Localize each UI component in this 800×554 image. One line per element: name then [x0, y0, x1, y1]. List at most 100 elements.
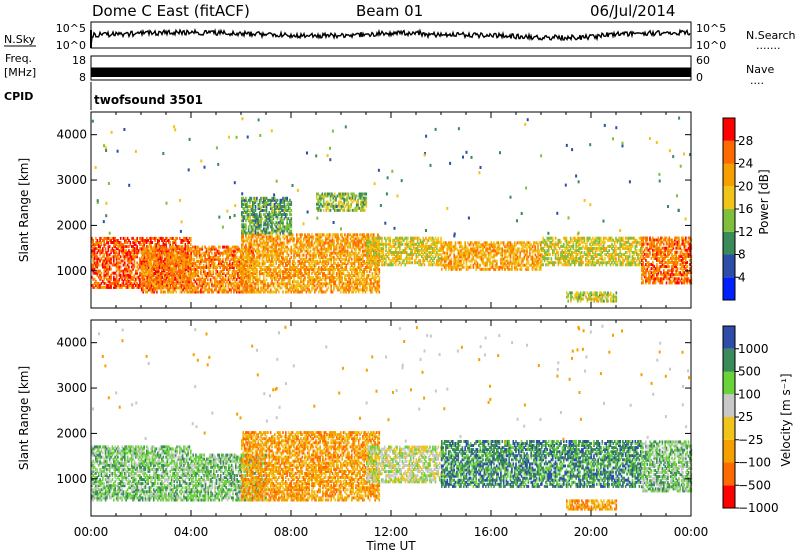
heatmap-cell	[227, 282, 230, 286]
heatmap-cell	[176, 251, 179, 255]
heatmap-cell	[190, 269, 192, 273]
heatmap-cell	[268, 268, 271, 271]
heatmap-cell	[93, 247, 96, 251]
heatmap-cell	[276, 288, 279, 292]
heatmap-cell	[174, 275, 177, 279]
heatmap-cell	[345, 255, 348, 259]
heatmap-cell	[300, 268, 302, 271]
heatmap-cell	[251, 284, 253, 288]
heatmap-cell	[218, 251, 220, 255]
heatmap-cell	[205, 259, 208, 263]
heatmap-cell	[490, 265, 493, 269]
heatmap-cell	[161, 253, 164, 257]
heatmap-cell	[493, 259, 495, 263]
heatmap-cell	[179, 253, 182, 257]
heatmap-cell	[483, 241, 486, 245]
heatmap-cell	[135, 243, 137, 247]
heatmap-cell	[291, 233, 294, 237]
heatmap-cell	[165, 257, 168, 261]
heatmap-cell	[312, 237, 315, 241]
heatmap-cell	[191, 276, 194, 280]
heatmap-cell	[147, 284, 150, 288]
heatmap-cell	[107, 247, 110, 251]
heatmap-cell	[119, 273, 122, 277]
heatmap-cell	[278, 257, 280, 261]
heatmap-cell	[272, 239, 275, 243]
heatmap-cell	[158, 243, 160, 247]
heatmap-cell	[187, 255, 189, 259]
heatmap-cell	[269, 276, 272, 280]
heatmap-cell	[276, 280, 279, 284]
heatmap-cell	[125, 251, 127, 255]
heatmap-cell	[174, 245, 177, 249]
heatmap-cell	[315, 233, 317, 237]
heatmap-cell	[293, 270, 295, 274]
heatmap-cell	[113, 279, 115, 283]
heatmap-cell	[166, 236, 169, 240]
heatmap-cell	[287, 278, 290, 282]
heatmap-cell	[208, 286, 210, 290]
heatmap-cell	[360, 253, 363, 257]
heatmap-cell	[237, 257, 239, 261]
heatmap-cell	[147, 255, 150, 259]
heatmap-cell	[136, 245, 138, 249]
heatmap-cell	[141, 257, 143, 261]
heatmap-cell	[307, 288, 309, 292]
heatmap-cell	[130, 265, 133, 269]
heatmap-cell	[250, 233, 253, 237]
heatmap-cell	[296, 245, 298, 249]
heatmap-cell	[191, 245, 194, 249]
heatmap-cell	[305, 259, 308, 263]
heatmap-cell	[107, 277, 110, 281]
heatmap-cell	[272, 249, 275, 253]
heatmap-cell	[340, 259, 342, 263]
heatmap-cell	[202, 263, 205, 267]
heatmap-cell	[263, 253, 265, 257]
heatmap-cell	[302, 274, 305, 278]
heatmap-cell	[216, 251, 219, 255]
heatmap-cell	[318, 266, 320, 269]
heatmap-cell	[298, 253, 301, 257]
heatmap-cell	[165, 261, 168, 265]
heatmap-cell	[125, 275, 127, 279]
heatmap-cell	[161, 251, 163, 255]
heatmap-cell	[130, 261, 133, 265]
heatmap-cell	[326, 288, 328, 292]
heatmap-cell	[268, 235, 271, 239]
heatmap-cell	[227, 284, 230, 288]
heatmap-cell	[224, 251, 227, 255]
heatmap-cell	[253, 270, 255, 274]
heatmap-cell	[289, 272, 291, 276]
heatmap-cell	[385, 238, 387, 242]
heatmap-cell	[145, 290, 147, 294]
heatmap-cell	[247, 233, 250, 237]
heatmap-cell	[149, 257, 151, 261]
heatmap-cell	[115, 273, 118, 277]
heatmap-cell	[238, 280, 241, 284]
heatmap-cell	[124, 251, 126, 255]
heatmap-cell	[132, 263, 134, 267]
heatmap-cell	[241, 263, 243, 267]
heatmap-cell	[271, 237, 273, 241]
heatmap-cell	[283, 276, 286, 280]
heatmap-cell	[300, 270, 302, 274]
heatmap-cell	[388, 263, 390, 267]
heatmap-cell	[175, 257, 177, 261]
heatmap-cell	[133, 251, 136, 255]
heatmap-cell	[430, 257, 433, 261]
heatmap-cell	[233, 259, 235, 263]
heatmap-cell	[153, 247, 155, 251]
heatmap-cell	[285, 272, 287, 276]
heatmap-cell	[291, 282, 294, 286]
heatmap-cell	[212, 261, 215, 265]
heatmap-cell	[247, 241, 250, 245]
heatmap-cell	[147, 282, 150, 286]
heatmap-cell	[240, 251, 242, 255]
heatmap-cell	[311, 235, 313, 239]
heatmap-cell	[133, 275, 136, 279]
heatmap-cell	[126, 275, 129, 279]
heatmap-cell	[315, 259, 317, 263]
heatmap-cell	[114, 277, 116, 281]
heatmap-cell	[467, 241, 469, 245]
heatmap-cell	[264, 233, 266, 237]
